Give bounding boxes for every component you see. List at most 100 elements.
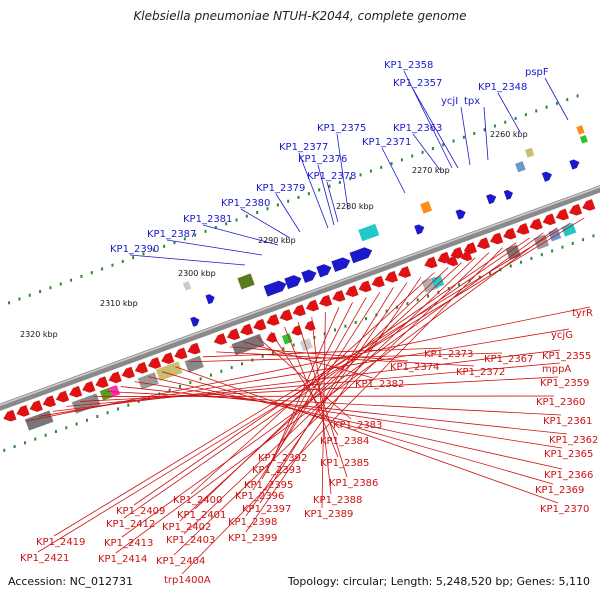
- backbone-highlight: [0, 186, 600, 406]
- leader-line-minus: [179, 262, 462, 522]
- feature-box: [524, 147, 535, 158]
- tick-mark-outer: [235, 218, 238, 222]
- gene-label-plus: KP1_2377: [279, 142, 328, 153]
- gene-label-minus: KP1_2382: [355, 379, 404, 390]
- tick-mark-outer: [225, 222, 228, 226]
- tick-mark-inner: [520, 260, 523, 264]
- leader-line-plus: [483, 106, 489, 161]
- gene-label-plus: pspF: [525, 67, 549, 78]
- gene-minus: [503, 227, 517, 240]
- tick-mark-outer: [18, 297, 21, 301]
- tick-mark-inner: [75, 422, 78, 426]
- gene-label-minus: trp1400A: [164, 575, 211, 586]
- gene-minus: [318, 294, 333, 307]
- tick-label: 2310 kbp: [100, 299, 138, 308]
- gene-label-minus: KP1_2366: [544, 470, 593, 481]
- gene-minus: [42, 395, 57, 408]
- gene-minus: [29, 400, 43, 413]
- tick-mark-inner: [292, 343, 295, 347]
- tick-mark-inner: [23, 441, 26, 445]
- leader-line-plus: [129, 254, 246, 266]
- leader-line-plus: [326, 181, 339, 223]
- tick-label: 2300 kbp: [178, 269, 216, 278]
- gene-minus: [529, 218, 543, 231]
- tick-mark-inner: [241, 362, 244, 366]
- gene-label-plus: KP1_2378: [307, 171, 356, 182]
- tick-mark-outer: [483, 128, 486, 132]
- label-lines: [25, 70, 591, 575]
- gene-label-minus: KP1_2392: [258, 453, 307, 464]
- gene-label-plus: KP1_2390: [110, 244, 159, 255]
- leader-line-minus: [115, 227, 558, 554]
- tick-mark-outer: [328, 184, 331, 188]
- tick-mark-inner: [137, 399, 140, 403]
- leader-line-minus: [181, 247, 503, 575]
- leader-line-plus: [240, 208, 291, 239]
- tick-mark-inner: [571, 241, 574, 245]
- leader-line-plus: [275, 193, 301, 233]
- tick-mark-outer: [183, 237, 186, 241]
- gene-label-plus: tpx: [464, 96, 480, 107]
- tick-mark-inner: [592, 234, 595, 238]
- gene-minus: [213, 333, 228, 345]
- tick-mark-inner: [106, 411, 109, 415]
- feature-box: [561, 223, 577, 237]
- gene-minus: [187, 342, 201, 355]
- gene-label-minus: mppA: [542, 364, 571, 375]
- gene-label-minus: KP1_2419: [36, 537, 85, 548]
- gene-minus: [463, 242, 478, 254]
- feature-box: [515, 161, 526, 173]
- leader-line-plus: [298, 152, 329, 229]
- gene-label-plus: KP1_2381: [183, 214, 232, 225]
- tick-mark-inner: [85, 418, 88, 422]
- tick-mark-inner: [530, 256, 533, 260]
- tick-mark-inner: [561, 245, 564, 249]
- gene-label-minus: KP1_2369: [535, 485, 584, 496]
- gene-plus: [485, 193, 497, 205]
- tick-mark-outer: [121, 259, 124, 263]
- gene-label-minus: KP1_2393: [252, 465, 301, 476]
- tick-mark-inner: [551, 249, 554, 253]
- gene-label-minus: ycjG: [551, 330, 573, 341]
- tick-mark-outer: [349, 177, 352, 181]
- feature-box: [358, 223, 380, 242]
- backbone: [0, 185, 600, 411]
- tick-mark-outer: [245, 214, 248, 218]
- tick-mark-outer: [504, 120, 507, 124]
- tick-mark-inner: [365, 317, 368, 321]
- gene-minus: [121, 366, 136, 379]
- gene-label-minus: KP1_2361: [543, 416, 592, 427]
- gene-label-minus: KP1_2359: [540, 378, 589, 389]
- tick-mark-inner: [44, 433, 47, 437]
- tick-mark-outer: [338, 180, 341, 184]
- gene-label-plus: KP1_2363: [393, 123, 442, 134]
- map-title: Klebsiella pneumoniae NTUH-K2044, comple…: [133, 9, 467, 23]
- tick-mark-inner: [272, 351, 275, 355]
- gene-label-minus: KP1_2365: [544, 449, 593, 460]
- tick-mark-outer: [400, 158, 403, 162]
- gene-minus: [489, 232, 504, 245]
- leader-line-minus: [284, 326, 339, 458]
- gene-minus: [542, 213, 557, 226]
- gene-minus: [516, 222, 530, 235]
- tick-mark-outer: [473, 131, 476, 135]
- feature-box: [281, 333, 293, 345]
- gene-label-minus: KP1_2409: [116, 506, 165, 517]
- leader-line-minus: [173, 252, 490, 556]
- gene-label-plus: KP1_2380: [221, 198, 270, 209]
- gene-label-minus: KP1_2389: [304, 509, 353, 520]
- tick-mark-outer: [111, 263, 114, 267]
- tick-mark-inner: [127, 403, 130, 407]
- tick-mark-inner: [344, 324, 347, 328]
- tick-mark-outer: [566, 98, 569, 102]
- gene-label-minus: KP1_2402: [162, 522, 211, 533]
- gene-label-minus: KP1_2412: [106, 519, 155, 530]
- tick-mark-inner: [489, 272, 492, 276]
- gene-label-plus: KP1_2379: [256, 183, 305, 194]
- leader-line-plus: [544, 77, 569, 121]
- leader-line-plus: [403, 70, 453, 169]
- gene-label-minus: KP1_2396: [235, 491, 284, 502]
- gene-label-minus: KP1_2383: [333, 420, 382, 431]
- tick-label: 2260 kbp: [490, 130, 528, 139]
- tick-mark-inner: [582, 238, 585, 242]
